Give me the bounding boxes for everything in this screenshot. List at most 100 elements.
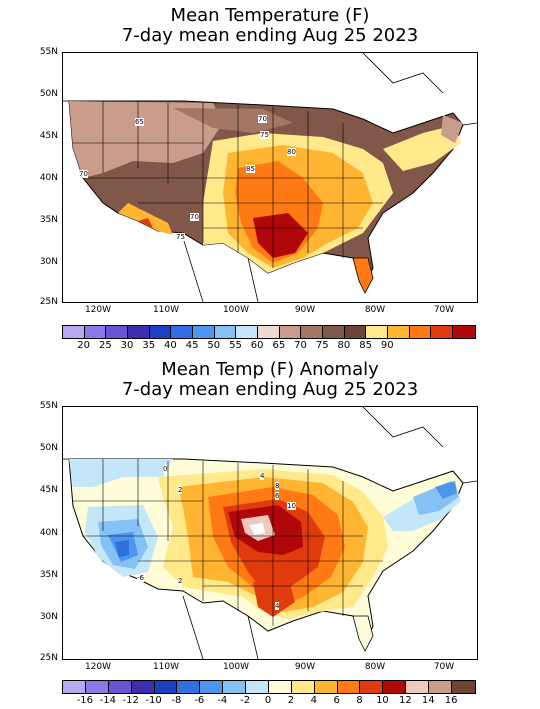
colorbar-swatch	[131, 681, 155, 693]
colorbar-swatch	[236, 326, 259, 338]
panel1-lon-label: 90W	[294, 305, 316, 315]
panel1-title-line2: 7-day mean ending Aug 25 2023	[121, 25, 419, 46]
panel2-contour-label: -6	[137, 574, 144, 582]
colorbar-swatch	[323, 326, 345, 338]
panel1-ne-70	[383, 125, 461, 171]
panel1-lon-label: 80W	[364, 305, 386, 315]
colorbar-label: 4	[310, 695, 317, 706]
panel2-lon-label: 120W	[84, 662, 112, 672]
panel1-band-90	[253, 213, 308, 258]
panel1-lon-label: 110W	[152, 305, 180, 315]
panel2-map: 0 2 4 6 8 10 2 -6 4	[62, 406, 478, 660]
panel2-title-line2: 7-day mean ending Aug 25 2023	[121, 379, 419, 400]
colorbar-label: 80	[337, 340, 351, 351]
colorbar-label: -14	[99, 695, 116, 706]
colorbar-swatch	[301, 326, 324, 338]
panel1-contour-label: 65	[135, 118, 144, 126]
colorbar-swatch	[106, 326, 129, 338]
colorbar-swatch	[149, 326, 172, 338]
panel2-lon-label: 80W	[364, 662, 386, 672]
panel2-lon-label: 110W	[152, 662, 180, 672]
panel1-contour-label: 75	[176, 233, 185, 241]
panel2-lat-label: 35N	[39, 570, 58, 580]
panel1-lat-label: 35N	[39, 215, 58, 225]
colorbar-swatch	[279, 326, 302, 338]
colorbar-label: 25	[98, 340, 112, 351]
colorbar-label: -6	[194, 695, 205, 706]
panel2-ne-cool3	[435, 481, 457, 499]
colorbar-swatch	[214, 326, 237, 338]
colorbar-label: 30	[120, 340, 134, 351]
panel1-nw-65	[69, 101, 223, 178]
panel2-contour-label: 6	[275, 492, 280, 500]
panel2-contour-label: 2	[178, 577, 183, 585]
colorbar-swatch	[85, 681, 109, 693]
colorbar-swatch	[314, 681, 338, 693]
colorbar-label: 14	[421, 695, 435, 706]
colorbar-label: 90	[380, 340, 394, 351]
colorbar-swatch	[431, 326, 454, 338]
colorbar-label: 70	[294, 340, 307, 351]
panel1-ne-65	[441, 115, 463, 143]
colorbar-label: 0	[264, 695, 272, 706]
panel1-florida	[352, 257, 374, 294]
panel1-lon-label: 70W	[433, 305, 455, 315]
colorbar-swatch	[193, 326, 215, 338]
panel2-sw-cool4	[115, 540, 129, 557]
colorbar-label: 8	[356, 695, 363, 706]
colorbar-swatch	[360, 681, 384, 693]
panel1-lat-label: 30N	[39, 257, 58, 267]
colorbar-label: 35	[142, 340, 156, 351]
panel2-state-lines	[73, 459, 383, 626]
panel1-sw-85	[138, 218, 153, 228]
colorbar-label: 6	[333, 695, 340, 706]
colorbar-swatch	[388, 326, 410, 338]
panel2-contour-label: 10	[287, 502, 296, 510]
colorbar-label: -16	[76, 695, 94, 706]
colorbar-label: 65	[272, 340, 286, 351]
colorbar-label: 50	[207, 340, 221, 351]
panel1-title-line1: Mean Temperature (F)	[170, 5, 370, 26]
panel1-map-svg	[63, 53, 477, 302]
colorbar-label: 2	[287, 695, 295, 706]
colorbar-swatch	[268, 681, 292, 693]
panel1-lon-label: 120W	[84, 305, 112, 315]
colorbar-swatch	[451, 681, 475, 693]
colorbar-swatch	[337, 681, 361, 693]
colorbar-label: 45	[185, 340, 199, 351]
panel2-lon-label: 90W	[294, 662, 316, 672]
panel2-lat-label: 45N	[39, 485, 58, 495]
panel2-tx-8	[253, 577, 295, 617]
panel1-contour-label: 80	[287, 148, 296, 156]
colorbar-swatch	[409, 326, 432, 338]
colorbar-label: 20	[77, 340, 91, 351]
panel2-florida	[352, 615, 374, 652]
colorbar-label: 75	[315, 340, 329, 351]
colorbar-label: -12	[122, 695, 139, 706]
colorbar-swatch	[223, 681, 246, 693]
panel2-lat-label: 55N	[39, 401, 58, 411]
colorbar-swatch	[171, 326, 194, 338]
colorbar-swatch	[429, 681, 452, 693]
panel2-lat-label: 50N	[39, 443, 58, 453]
colorbar-swatch	[258, 326, 280, 338]
panel2-warm-14	[249, 523, 265, 535]
colorbar-label: 60	[250, 340, 264, 351]
colorbar-label: 85	[359, 340, 372, 351]
colorbar-swatch	[406, 681, 429, 693]
colorbar-label: 40	[164, 340, 177, 351]
panel1-coastlines	[63, 53, 477, 302]
colorbar-swatch	[246, 681, 269, 693]
panel2-lon-label: 70W	[433, 662, 455, 672]
panel2-contour-label: 4	[275, 602, 280, 610]
colorbar-swatch	[366, 326, 389, 338]
panel1-lat-label: 50N	[39, 89, 58, 99]
panel1-lat-label: 45N	[39, 131, 58, 141]
panel1-lat-label: 40N	[39, 173, 58, 183]
panel2-title-line1: Mean Temp (F) Anomaly	[161, 359, 379, 380]
colorbar-swatch	[383, 681, 407, 693]
panel2-colorbar	[62, 680, 476, 694]
panel1-state-lines	[73, 101, 383, 268]
panel2-contour-label: 0	[163, 465, 168, 473]
panel2-contour-label: 8	[275, 482, 280, 490]
